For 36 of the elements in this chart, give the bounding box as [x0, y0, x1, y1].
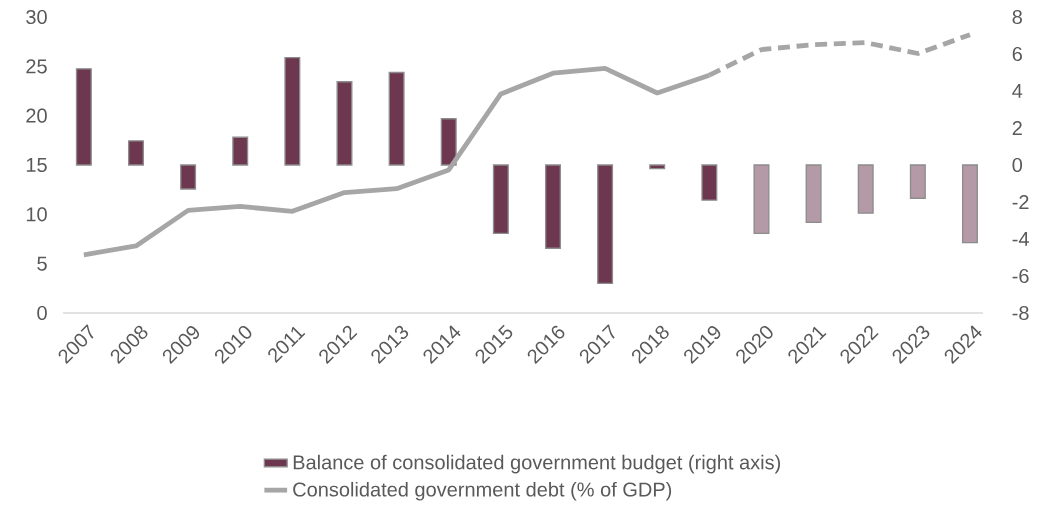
y-tick-label: 0: [37, 305, 47, 321]
y2-tick-label: -2: [1012, 195, 1029, 209]
bar: [284, 57, 301, 166]
bar: [492, 164, 509, 235]
bar: [180, 164, 197, 190]
y2-tick-label: 2: [1012, 121, 1022, 135]
bar: [388, 71, 405, 166]
legend-label: Consolidated government debt (% of GDP): [293, 481, 672, 501]
bar: [232, 136, 249, 166]
y-tick-label: 5: [37, 256, 47, 271]
bar: [909, 164, 926, 199]
bar: [75, 68, 92, 166]
y2-tick-label: 4: [1012, 84, 1023, 98]
bar: [961, 164, 978, 244]
y-tick-label: 20: [26, 108, 47, 123]
bar: [336, 81, 353, 166]
y-tick-label: 10: [26, 207, 47, 222]
bar: [440, 118, 457, 166]
bar: [857, 164, 874, 214]
y-tick-label: 25: [26, 59, 47, 74]
bar: [127, 140, 144, 166]
y2-tick-label: -6: [1012, 268, 1029, 284]
bar: [805, 164, 822, 224]
y2-tick-label: 0: [1012, 157, 1023, 173]
y2-tick-label: 8: [1012, 9, 1022, 25]
bar: [649, 164, 666, 170]
bar: [701, 164, 718, 201]
y2-tick-label: -8: [1012, 305, 1029, 321]
bar: [544, 164, 561, 249]
y-tick-label: 30: [26, 9, 47, 25]
legend-label: Balance of consolidated government budget (right axis): [293, 454, 781, 474]
bar: [753, 164, 770, 235]
y2-tick-label: 6: [1012, 46, 1022, 62]
bar: [597, 164, 614, 285]
y-tick-label: 15: [26, 158, 47, 172]
y2-tick-label: -4: [1012, 232, 1029, 246]
